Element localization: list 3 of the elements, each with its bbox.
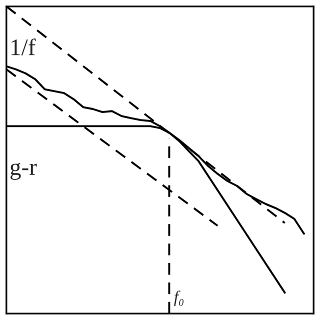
annotation: f₀ — [174, 290, 184, 306]
annotation: g-r — [10, 162, 37, 180]
annotation: 1/f — [12, 38, 36, 56]
